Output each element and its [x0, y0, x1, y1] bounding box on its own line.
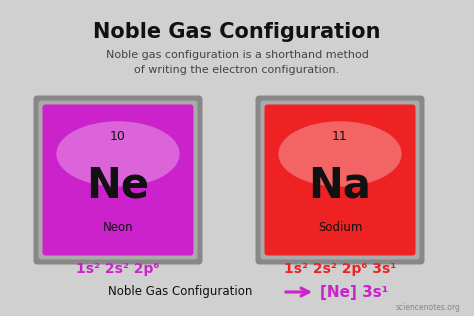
FancyBboxPatch shape: [34, 95, 202, 264]
FancyArrowPatch shape: [286, 288, 309, 296]
Ellipse shape: [56, 121, 180, 186]
FancyBboxPatch shape: [261, 100, 419, 259]
Text: of writing the electron configuration.: of writing the electron configuration.: [134, 65, 340, 75]
Text: 10: 10: [110, 130, 126, 143]
Text: Noble gas configuration is a shorthand method: Noble gas configuration is a shorthand m…: [106, 50, 368, 60]
Text: Na: Na: [309, 165, 372, 207]
Text: Noble Gas Configuration: Noble Gas Configuration: [93, 22, 381, 42]
FancyBboxPatch shape: [43, 105, 193, 256]
Text: 11: 11: [332, 130, 348, 143]
FancyBboxPatch shape: [264, 105, 416, 256]
Text: Sodium: Sodium: [318, 221, 362, 234]
Text: 1s² 2s² 2p⁶: 1s² 2s² 2p⁶: [76, 262, 160, 276]
Text: Neon: Neon: [103, 221, 133, 234]
Text: Noble Gas Configuration: Noble Gas Configuration: [108, 285, 252, 299]
Ellipse shape: [278, 121, 401, 186]
FancyBboxPatch shape: [255, 95, 425, 264]
Text: sciencenotes.org: sciencenotes.org: [395, 303, 460, 312]
FancyBboxPatch shape: [38, 100, 198, 259]
Text: [Ne] 3s¹: [Ne] 3s¹: [320, 284, 388, 300]
Text: Ne: Ne: [86, 165, 150, 207]
Text: 1s² 2s² 2p⁶ 3s¹: 1s² 2s² 2p⁶ 3s¹: [284, 262, 396, 276]
